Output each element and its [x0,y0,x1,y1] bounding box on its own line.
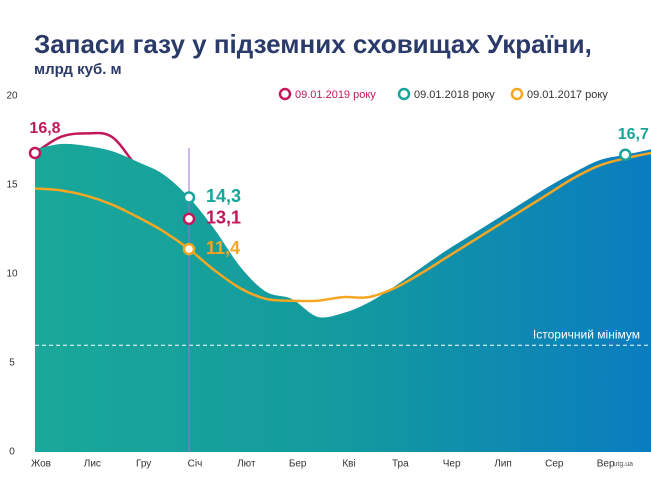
legend-label: 09.01.2017 року [527,89,608,101]
source: utg.ua [614,461,634,468]
value-label: 14,3 [206,186,241,206]
value-label: 13,1 [206,208,241,228]
y-tick-label: 20 [6,91,18,102]
x-tick-label: Лип [494,459,512,470]
x-tick-label: Лют [237,459,256,470]
legend-marker [397,87,411,101]
point-marker [28,146,42,160]
x-tick-label: Лис [84,459,101,470]
y-tick-label: 5 [9,358,15,369]
x-tick-label: Бер [289,459,307,470]
x-tick-label: Тра [392,459,409,470]
value-label: 16,7 [618,126,649,143]
value-label: 16,8 [29,120,60,137]
x-tick-label: Чер [443,459,461,470]
line [34,151,651,303]
x-tick-label: Січ [188,459,203,470]
reference-label: Історичний мінімум [533,327,640,341]
y-tick-label: 15 [6,180,18,191]
x-tick-label: Кві [342,459,355,470]
legend-marker [278,87,292,101]
x-tick-label: Жов [31,459,51,470]
chart-subtitle: млрд куб. м [34,61,122,78]
x-tick-label: Сер [545,459,564,470]
x-tick-label: Гру [136,459,151,470]
point-marker [182,242,196,256]
legend-label: 09.01.2018 року [414,89,495,101]
value-label: 11,4 [206,238,240,258]
legend-marker [510,87,524,101]
y-tick-label: 10 [6,269,18,280]
point-marker [182,191,196,204]
chart-title: Запаси газу у підземних сховищах України… [34,29,592,59]
point-marker [619,148,632,161]
y-tick-label: 0 [9,447,15,458]
legend-label: 09.01.2019 року [295,89,376,101]
point-marker [182,212,196,226]
x-tick-label: Вер [597,459,615,470]
